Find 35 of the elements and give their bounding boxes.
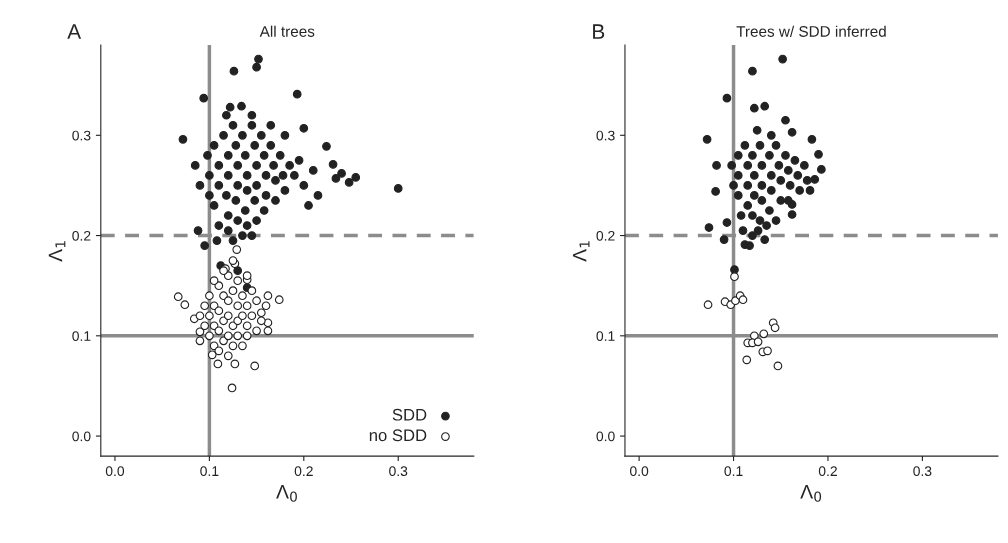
y-tick-label: 0.0 — [596, 431, 615, 442]
x-tick-label: 0.2 — [818, 466, 837, 477]
x-tick-label: 0.3 — [913, 466, 932, 477]
y-tick-label: 0.0 — [72, 431, 91, 442]
point — [703, 300, 713, 310]
point — [730, 272, 739, 282]
x-tick-label: 0.2 — [294, 466, 313, 477]
text: A — [67, 24, 82, 39]
legend-label: SDD — [392, 408, 427, 421]
text: B — [593, 24, 605, 39]
x-tick-label: 0.1 — [724, 466, 743, 477]
point — [773, 361, 783, 371]
point — [753, 337, 763, 347]
y-tick-label: 0.3 — [596, 130, 615, 141]
point — [763, 346, 772, 356]
chart-title: All trees — [259, 25, 315, 37]
y-axis-title: Λ$_{1}$ — [48, 241, 66, 262]
y-tick-label: 0.1 — [72, 331, 91, 341]
y-tick-label: 0.1 — [596, 331, 615, 341]
point — [738, 295, 748, 305]
x-tick-label: 0.3 — [389, 466, 408, 477]
chart-title: Trees w/ SDD inferred — [736, 25, 886, 37]
y-tick-label: 0.2 — [596, 230, 615, 241]
y-tick-label: 0.2 — [72, 230, 91, 241]
legend-label: no SDD — [369, 429, 427, 442]
x-tick-label: 0.0 — [630, 466, 649, 477]
y-tick-label: 0.3 — [72, 130, 91, 141]
y-axis-title: Λ$_{1}$ — [572, 241, 590, 262]
x-tick-label: 0.0 — [105, 466, 125, 477]
point — [759, 329, 769, 339]
x-axis-title: Λ$_{0}$ — [800, 485, 822, 502]
x-tick-label: 0.1 — [200, 466, 219, 477]
point — [742, 355, 752, 365]
x-axis-title: Λ$_{0}$ — [276, 485, 297, 502]
point — [770, 323, 780, 333]
